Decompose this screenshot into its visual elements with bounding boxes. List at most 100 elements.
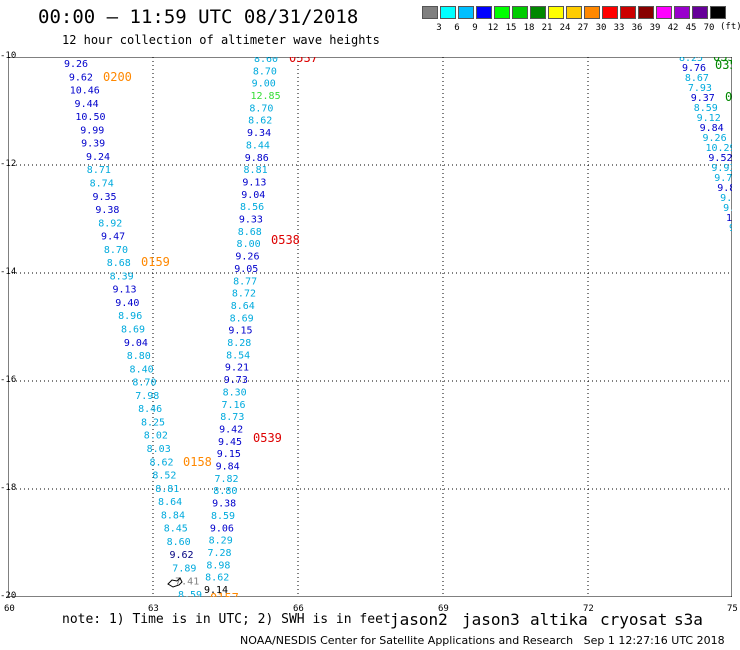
wave-height-value: 8.62 bbox=[150, 457, 174, 468]
track-time-label: 0158 bbox=[183, 455, 212, 469]
wave-height-value: 8.73 bbox=[220, 412, 244, 423]
wave-height-value: 8.39 bbox=[110, 271, 134, 282]
wave-height-value: 7.16 bbox=[221, 400, 245, 411]
legend-swatch bbox=[530, 6, 546, 19]
legend-swatch bbox=[476, 6, 492, 19]
island-icon bbox=[167, 577, 183, 588]
wave-height-value: 9.06 bbox=[210, 523, 234, 534]
wave-height-value: 10.2 bbox=[726, 213, 732, 224]
map-title: 00:00 – 11:59 UTC 08/31/2018 bbox=[38, 6, 359, 28]
wave-height-value: 8.59 bbox=[694, 103, 718, 114]
wave-height-value: 9.60 bbox=[723, 203, 732, 214]
legend-swatch bbox=[674, 6, 690, 19]
wave-height-value: 8.00 bbox=[237, 239, 261, 250]
wave-height-value: 8.98 bbox=[206, 560, 230, 571]
wave-height-value: 9.14 bbox=[204, 585, 228, 596]
wave-height-value: 8.62 bbox=[248, 116, 272, 127]
wave-height-value: 9.76 bbox=[682, 63, 706, 74]
wave-height-value: 8.96 bbox=[118, 311, 142, 322]
wave-height-value: 9.13 bbox=[242, 177, 266, 188]
wave-height-value: 7.41 bbox=[175, 577, 199, 588]
track-time-label: 0539 bbox=[253, 431, 282, 445]
satellite-cryosat: cryosat bbox=[600, 610, 668, 629]
wave-height-value: 9.62 bbox=[69, 72, 93, 83]
legend-label: 39 bbox=[649, 23, 661, 33]
wave-height-value: 8.71 bbox=[87, 165, 111, 176]
wave-height-value: 7.82 bbox=[214, 474, 238, 485]
wave-height-value: 8.56 bbox=[240, 202, 264, 213]
wave-height-value: 9.37 bbox=[691, 93, 715, 104]
wave-height-value: 8.67 bbox=[685, 73, 709, 84]
legend-swatch bbox=[656, 6, 672, 19]
wave-height-value: 9.26 bbox=[64, 59, 88, 70]
wave-height-value: 9.13 bbox=[112, 285, 136, 296]
legend-swatch bbox=[512, 6, 528, 19]
track-time-label: 035 bbox=[715, 58, 732, 72]
wave-height-value: 9.34 bbox=[247, 128, 271, 139]
x-axis-label: 63 bbox=[148, 604, 159, 614]
wave-height-value: 8.70 bbox=[104, 245, 128, 256]
wave-height-value: 8.60 bbox=[254, 57, 278, 65]
legend-swatch bbox=[458, 6, 474, 19]
lat-gridlines bbox=[8, 164, 732, 490]
wave-height-value: 9.21 bbox=[225, 363, 249, 374]
track-time-label: 0157 bbox=[210, 591, 239, 597]
legend-label: 45 bbox=[685, 23, 697, 33]
wave-height-value: 8.59 bbox=[211, 511, 235, 522]
legend-swatch bbox=[620, 6, 636, 19]
wave-height-value: 9.72 bbox=[714, 173, 732, 184]
wave-height-value: 7.89 bbox=[172, 563, 196, 574]
legend-swatch bbox=[440, 6, 456, 19]
legend-swatch bbox=[602, 6, 618, 19]
wave-height-value: 8.54 bbox=[226, 350, 250, 361]
x-axis-label: 72 bbox=[583, 604, 594, 614]
wave-height-value: 8.28 bbox=[227, 338, 251, 349]
wave-height-value: 9.00 bbox=[252, 79, 276, 90]
wave-height-value: 10.50 bbox=[75, 112, 105, 123]
track-time-label: 035 bbox=[725, 90, 732, 104]
track-time-label: 035 bbox=[713, 57, 732, 64]
wave-height-value: 9.35 bbox=[93, 192, 117, 203]
wave-height-value: 9.15 bbox=[217, 449, 241, 460]
wave-height-value: 8.30 bbox=[223, 387, 247, 398]
plot-frame bbox=[8, 57, 732, 597]
wave-height-value: 8.45 bbox=[164, 524, 188, 535]
wave-height-value: 8.64 bbox=[231, 301, 255, 312]
legend-label: 21 bbox=[541, 23, 553, 33]
wave-height-value: 8.69 bbox=[121, 325, 145, 336]
wave-height-value: 8.81 bbox=[155, 484, 179, 495]
satellite-altika: altika bbox=[530, 610, 588, 629]
legend-label: 33 bbox=[613, 23, 625, 33]
satellite-jason3: jason3 bbox=[462, 610, 520, 629]
wave-height-value: 8.64 bbox=[158, 497, 182, 508]
wave-height-value: 7.98 bbox=[135, 391, 159, 402]
wave-height-value: 8.70 bbox=[132, 378, 156, 389]
track-time-label: 0537 bbox=[289, 57, 318, 65]
footer-note: note: 1) Time is in UTC; 2) SWH is in fe… bbox=[62, 612, 391, 627]
legend-swatch bbox=[566, 6, 582, 19]
wave-height-value: 9.84 bbox=[700, 123, 724, 134]
wave-height-value: 8.68 bbox=[238, 227, 262, 238]
wave-height-value: 8.59 bbox=[178, 590, 202, 597]
legend-label: 36 bbox=[631, 23, 643, 33]
wave-height-value: 9.12 bbox=[697, 113, 721, 124]
track-marks: 9.26 9.62 10.46 9.44 10.50 9.99 9.39 9.24 8.71 8.… bbox=[64, 57, 732, 597]
legend-label: 30 bbox=[595, 23, 607, 33]
legend-label: 9 bbox=[472, 23, 478, 33]
legend-label: 6 bbox=[454, 23, 460, 33]
wave-height-value: 9.04 bbox=[241, 190, 265, 201]
wave-height-value: 9.15 bbox=[228, 326, 252, 337]
wave-height-value: 9.33 bbox=[239, 215, 263, 226]
wave-height-value: 7.93 bbox=[688, 83, 712, 94]
legend-swatch bbox=[494, 6, 510, 19]
credit-line: NOAA/NESDIS Center for Satellite Applica… bbox=[240, 634, 725, 647]
wave-height-value: 8.68 bbox=[107, 258, 131, 269]
wave-height-value: 8.44 bbox=[246, 140, 270, 151]
wave-height-value: 9.42 bbox=[219, 424, 243, 435]
wave-height-value: 8.81 bbox=[244, 165, 268, 176]
wave-height-value: 12.85 bbox=[251, 91, 281, 102]
wave-height-value: 9.40 bbox=[115, 298, 139, 309]
wave-height-value: 8.84 bbox=[161, 510, 185, 521]
wave-height-value: 8.52 bbox=[152, 471, 176, 482]
legend-swatch bbox=[584, 6, 600, 19]
